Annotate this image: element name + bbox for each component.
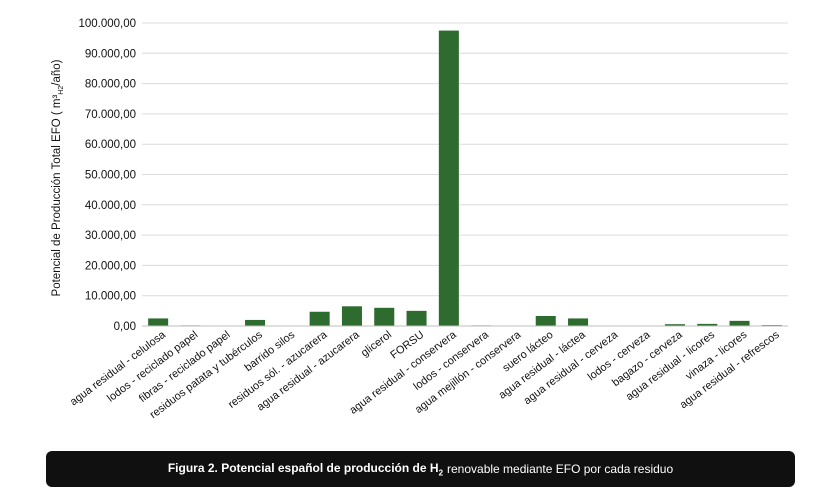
y-tick-label: 60.000,00	[85, 139, 136, 151]
y-tick-label: 10.000,00	[85, 291, 136, 303]
bars	[148, 30, 782, 326]
caption-rest: renovable mediante EFO por cada residuo	[447, 462, 674, 476]
y-tick-label: 100.000,00	[78, 18, 136, 30]
y-axis-label: Potencial de Producción Total EFO ( m³H2…	[51, 59, 65, 296]
y-tick-label: 80.000,00	[85, 79, 136, 91]
gridlines	[142, 22, 788, 327]
bar	[697, 323, 718, 326]
y-tick-label: 50.000,00	[85, 170, 136, 182]
bar	[309, 311, 330, 326]
bar-chart: 0,00 10.000,00 20.000,00 30.000,00 40.000,00…	[51, 18, 788, 421]
bar	[148, 318, 169, 326]
bar	[729, 320, 750, 326]
bar	[568, 318, 589, 326]
bar	[245, 319, 266, 326]
y-tick-label: 0,00	[114, 321, 136, 333]
bar	[438, 30, 459, 326]
y-tick-label: 30.000,00	[85, 230, 136, 242]
y-tick-label: 20.000,00	[85, 260, 136, 272]
bar	[664, 324, 685, 326]
y-tick-label: 40.000,00	[85, 200, 136, 212]
bar	[406, 310, 427, 326]
bar	[535, 316, 556, 326]
y-axis-ticks: 0,00 10.000,00 20.000,00 30.000,00 40.000,00…	[78, 18, 136, 333]
y-tick-label: 70.000,00	[85, 109, 136, 121]
bar	[374, 307, 395, 326]
bar	[341, 306, 362, 326]
x-tick-label: glicerol	[359, 329, 394, 360]
figure-caption: Figura 2. Potencial español de producció…	[46, 451, 795, 487]
y-tick-label: 90.000,00	[85, 48, 136, 60]
caption-bold: Figura 2. Potencial español de producció…	[167, 460, 444, 478]
